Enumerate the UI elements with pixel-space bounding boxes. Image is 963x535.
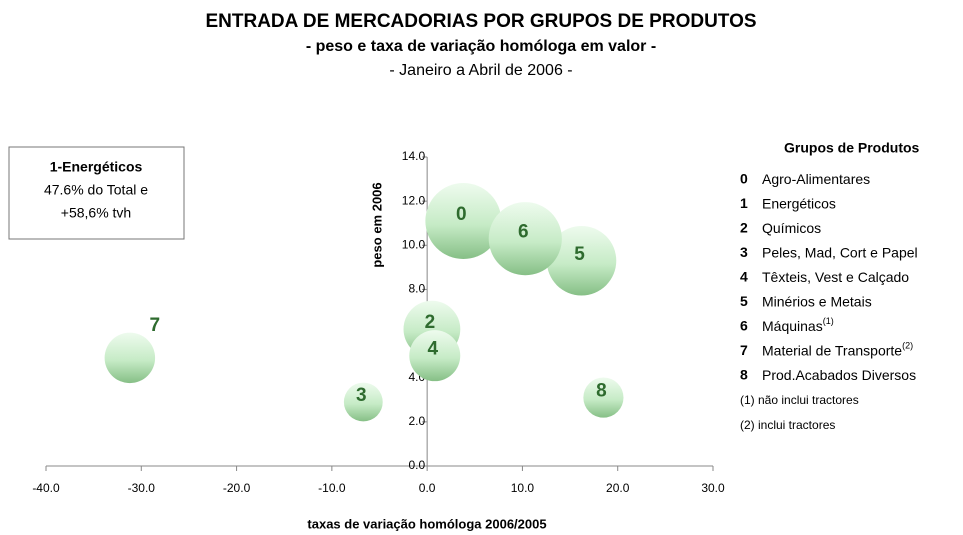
legend-name-text: Máquinas: [762, 318, 823, 334]
bubble-label: 3: [356, 385, 367, 406]
bubble: [546, 225, 617, 296]
bubble-label: 2: [425, 312, 436, 333]
legend-code: 7: [740, 342, 748, 358]
x-tick-label: -30.0: [128, 481, 156, 495]
x-tick-label: 30.0: [701, 481, 725, 495]
annotation-line: 1-Energéticos: [50, 159, 143, 175]
legend-name-text: Agro-Alimentares: [762, 171, 870, 187]
legend-name: Material de Transporte(2): [762, 341, 913, 358]
y-tick-label: 14.0: [402, 149, 426, 163]
x-tick-label: 10.0: [511, 481, 535, 495]
legend-code: 3: [740, 244, 748, 260]
x-tick-label: -20.0: [223, 481, 251, 495]
legend-name-text: Peles, Mad, Cort e Papel: [762, 244, 918, 260]
bubble: [343, 382, 383, 422]
bubble-label: 8: [596, 381, 607, 402]
y-axis-label: peso em 2006: [369, 182, 384, 267]
x-tick-label: -40.0: [32, 481, 60, 495]
legend-name: Máquinas(1): [762, 316, 834, 333]
bubble-label: 7: [150, 315, 161, 336]
legend-name-text: Químicos: [762, 220, 821, 236]
bubble: [425, 183, 502, 259]
bubble-label: 6: [518, 222, 529, 243]
legend-note: (1): [823, 316, 834, 326]
legend-name-text: Energéticos: [762, 195, 836, 211]
chart-title: ENTRADA DE MERCADORIAS POR GRUPOS DE PRO…: [205, 11, 756, 32]
legend-code: 8: [740, 367, 748, 383]
bubble: [104, 332, 156, 384]
legend-code: 2: [740, 220, 748, 236]
bubble: [409, 330, 461, 382]
annotation-line: +58,6% tvh: [61, 205, 131, 221]
annotation-line: 47.6% do Total e: [44, 182, 148, 198]
legend-footnote: (1) não inclui tractores: [740, 393, 859, 407]
legend-name-text: Prod.Acabados Diversos: [762, 367, 916, 383]
legend-code: 4: [740, 269, 748, 285]
x-tick-label: 20.0: [606, 481, 630, 495]
y-tick-label: 12.0: [402, 193, 426, 207]
bubble: [583, 377, 624, 418]
legend-name: Minérios e Metais: [762, 293, 872, 309]
bubble: [488, 202, 562, 276]
legend-name-text: Material de Transporte: [762, 342, 902, 358]
x-tick-label: 0.0: [419, 481, 436, 495]
legend-name: Têxteis, Vest e Calçado: [762, 269, 909, 285]
legend-name: Químicos: [762, 220, 821, 236]
x-axis-label: taxas de variação homóloga 2006/2005: [307, 516, 546, 531]
legend-name-text: Minérios e Metais: [762, 293, 872, 309]
legend-code: 0: [740, 171, 748, 187]
legend-code: 6: [740, 318, 748, 334]
legend-note: (2): [902, 341, 913, 351]
legend-name: Energéticos: [762, 195, 836, 211]
chart-period: - Janeiro a Abril de 2006 -: [389, 62, 572, 79]
legend-name-text: Têxteis, Vest e Calçado: [762, 269, 909, 285]
legend-title: Grupos de Produtos: [784, 140, 920, 156]
legend-name: Peles, Mad, Cort e Papel: [762, 244, 918, 260]
legend-name: Agro-Alimentares: [762, 171, 870, 187]
y-tick-label: 10.0: [402, 237, 426, 251]
bubble-label: 0: [456, 204, 467, 225]
legend-code: 1: [740, 195, 748, 211]
chart-subtitle: - peso e taxa de variação homóloga em va…: [306, 38, 656, 55]
legend-name: Prod.Acabados Diversos: [762, 367, 916, 383]
x-tick-label: -10.0: [318, 481, 346, 495]
annotation-box: [8, 146, 185, 240]
y-tick-label: 2.0: [408, 414, 425, 428]
legend-footnote: (2) inclui tractores: [740, 418, 835, 432]
bubble-label: 5: [574, 244, 585, 265]
y-tick-label: 0.0: [408, 458, 425, 472]
bubble-label: 4: [427, 339, 438, 360]
legend-code: 5: [740, 293, 748, 309]
y-tick-label: 8.0: [408, 282, 425, 296]
